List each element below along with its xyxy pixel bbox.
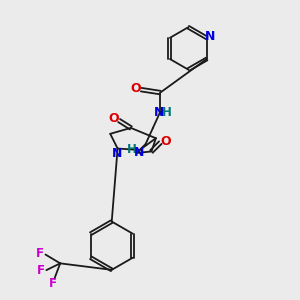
Text: F: F [37, 264, 44, 277]
Text: N: N [205, 30, 215, 43]
Text: F: F [36, 247, 44, 260]
Text: F: F [49, 277, 57, 290]
Text: H: H [127, 143, 136, 156]
Text: N: N [134, 146, 144, 159]
Text: N: N [112, 147, 122, 160]
Text: O: O [130, 82, 141, 95]
Text: O: O [160, 135, 171, 148]
Text: H: H [162, 106, 172, 119]
Text: O: O [109, 112, 119, 125]
Text: N: N [154, 106, 164, 119]
